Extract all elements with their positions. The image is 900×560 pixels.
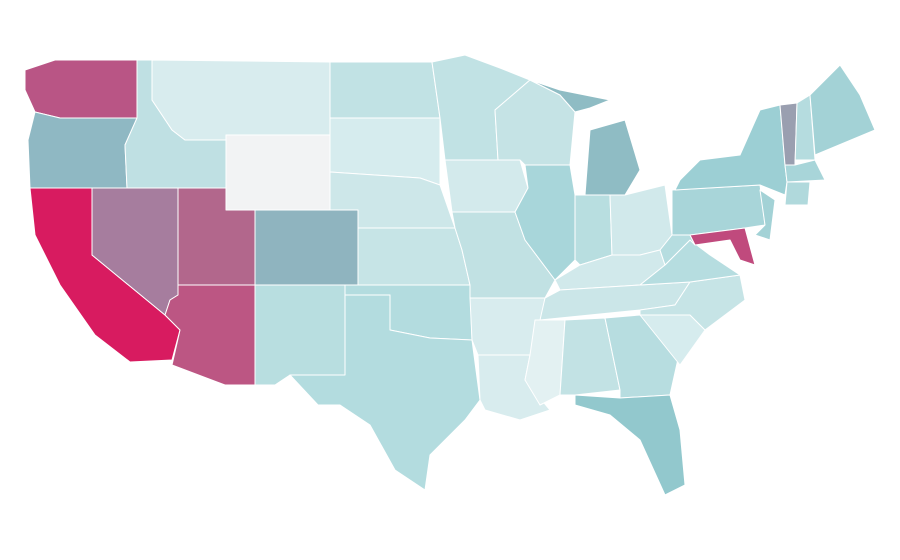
state <box>329 61 441 119</box>
state <box>809 64 876 156</box>
state <box>574 194 613 266</box>
state <box>444 159 529 213</box>
state <box>254 209 359 286</box>
state <box>609 184 673 256</box>
state <box>689 227 756 266</box>
state <box>584 119 641 196</box>
state <box>574 394 686 496</box>
state <box>357 227 471 286</box>
state <box>164 284 256 386</box>
state <box>289 294 481 491</box>
state <box>559 317 621 396</box>
state <box>671 184 766 236</box>
state <box>529 79 611 113</box>
state <box>27 111 138 189</box>
state <box>754 189 776 241</box>
state <box>794 94 816 166</box>
state <box>225 134 331 211</box>
state <box>151 59 331 141</box>
state <box>674 104 788 196</box>
state <box>254 284 346 386</box>
state <box>24 59 138 119</box>
state <box>784 159 826 183</box>
state <box>784 181 811 206</box>
